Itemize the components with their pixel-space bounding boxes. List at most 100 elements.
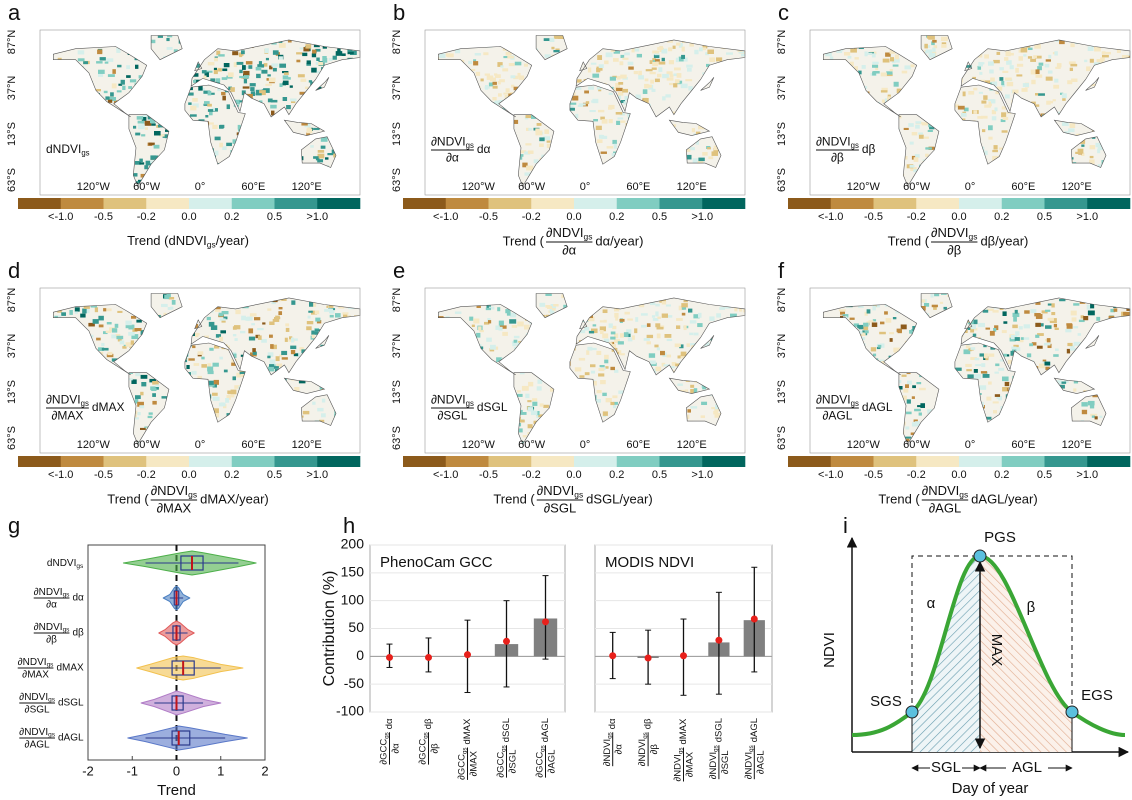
trend-pixel xyxy=(447,101,455,105)
trend-pixel xyxy=(166,293,171,298)
formula-text: dα xyxy=(477,142,491,156)
numerator-text: ∂NDVI xyxy=(34,586,63,597)
trend-pixel xyxy=(954,429,962,434)
x-axis-label: Day of year xyxy=(952,780,1029,797)
trend-pixel xyxy=(229,40,233,46)
trend-pixel xyxy=(643,373,649,379)
trend-pixel xyxy=(616,87,623,92)
trend-pixel xyxy=(131,379,137,384)
trend-pixel xyxy=(147,94,153,99)
trend-pixel xyxy=(979,180,985,183)
trend-pixel xyxy=(275,315,280,318)
trend-pixel xyxy=(592,324,597,327)
trend-pixel xyxy=(875,101,880,107)
trend-pixel xyxy=(999,359,1005,362)
trend-pixel xyxy=(896,42,901,47)
trend-pixel xyxy=(540,345,546,348)
trend-pixel xyxy=(1121,55,1129,59)
trend-pixel xyxy=(1089,164,1093,170)
trend-pixel xyxy=(255,158,263,163)
trend-pixel xyxy=(654,413,659,416)
trend-pixel xyxy=(189,302,193,306)
trend-pixel xyxy=(650,79,654,84)
trend-pixel xyxy=(662,96,666,101)
trend-pixel xyxy=(337,35,341,38)
trend-pixel xyxy=(79,114,85,118)
trend-pixel xyxy=(590,443,594,445)
trend-pixel xyxy=(242,65,246,70)
trend-pixel xyxy=(1071,317,1077,322)
trend-pixel xyxy=(479,421,486,426)
trend-pixel xyxy=(1110,340,1115,343)
trend-pixel xyxy=(213,379,219,385)
trend-pixel xyxy=(605,52,613,58)
trend-pixel xyxy=(60,319,65,325)
trend-pixel xyxy=(666,338,673,342)
trend-pixel xyxy=(872,104,877,109)
sgl-label: SGL xyxy=(931,759,961,776)
trend-pixel xyxy=(990,433,996,437)
trend-pixel xyxy=(863,325,869,331)
trend-pixel xyxy=(58,174,62,179)
trend-pixel xyxy=(161,419,166,422)
trend-pixel xyxy=(690,167,697,170)
trend-pixel xyxy=(517,321,524,327)
trend-pixel xyxy=(880,72,887,77)
trend-pixel xyxy=(207,384,215,387)
trend-pixel xyxy=(450,423,455,427)
trend-pixel xyxy=(63,59,69,64)
trend-pixel xyxy=(486,305,491,310)
trend-pixel xyxy=(215,293,221,296)
trend-pixel xyxy=(851,426,859,430)
trend-pixel xyxy=(1122,411,1127,415)
trend-pixel xyxy=(617,117,624,120)
trend-pixel xyxy=(521,412,527,415)
trend-pixel xyxy=(327,153,334,156)
trend-pixel xyxy=(835,343,840,349)
trend-pixel xyxy=(1105,383,1112,388)
trend-pixel xyxy=(917,326,922,330)
trend-pixel xyxy=(845,172,849,176)
trend-pixel xyxy=(1087,310,1095,316)
trend-pixel xyxy=(186,365,190,370)
trend-pixel xyxy=(620,54,625,59)
trend-pixel xyxy=(927,375,931,379)
trend-pixel xyxy=(140,374,148,379)
subscript: gs xyxy=(48,696,56,703)
trend-pixel xyxy=(1125,58,1131,64)
trend-pixel xyxy=(218,402,226,407)
trend-pixel xyxy=(851,363,858,369)
trend-pixel xyxy=(619,333,624,338)
x-tick-label: -2 xyxy=(82,763,94,778)
trend-pixel xyxy=(714,408,720,412)
trend-pixel xyxy=(578,37,585,42)
trend-pixel xyxy=(900,166,904,171)
trend-pixel xyxy=(189,293,194,297)
trend-pixel xyxy=(562,389,567,395)
trend-pixel xyxy=(180,83,185,87)
trend-pixel xyxy=(624,96,629,101)
trend-pixel xyxy=(56,433,64,437)
trend-pixel xyxy=(885,168,892,173)
trend-pixel xyxy=(169,104,175,108)
trend-pixel xyxy=(357,414,361,418)
trend-pixel xyxy=(309,377,314,382)
trend-pixel xyxy=(1097,110,1103,114)
trend-pixel xyxy=(80,299,87,304)
trend-pixel xyxy=(450,97,457,102)
trend-pixel xyxy=(1034,104,1040,107)
trend-pixel xyxy=(561,182,567,187)
trend-pixel xyxy=(979,353,984,357)
trend-pixel xyxy=(973,328,978,331)
trend-pixel xyxy=(823,161,829,165)
trend-pixel xyxy=(702,385,707,390)
colorbar-cell xyxy=(146,198,190,209)
trend-pixel xyxy=(1039,182,1045,187)
trend-pixel xyxy=(589,110,596,113)
trend-pixel xyxy=(554,423,562,429)
trend-pixel xyxy=(915,306,921,310)
map-frame xyxy=(424,29,746,196)
trend-pixel xyxy=(1056,63,1062,68)
trend-pixel xyxy=(350,173,356,178)
